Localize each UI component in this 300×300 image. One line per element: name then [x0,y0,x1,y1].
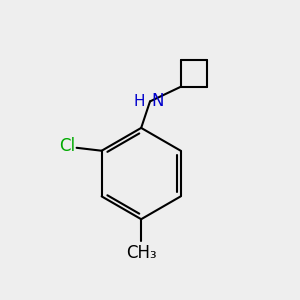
Text: CH₃: CH₃ [126,244,157,262]
Text: N: N [152,92,164,110]
Text: H: H [133,94,145,109]
Text: Cl: Cl [59,137,75,155]
